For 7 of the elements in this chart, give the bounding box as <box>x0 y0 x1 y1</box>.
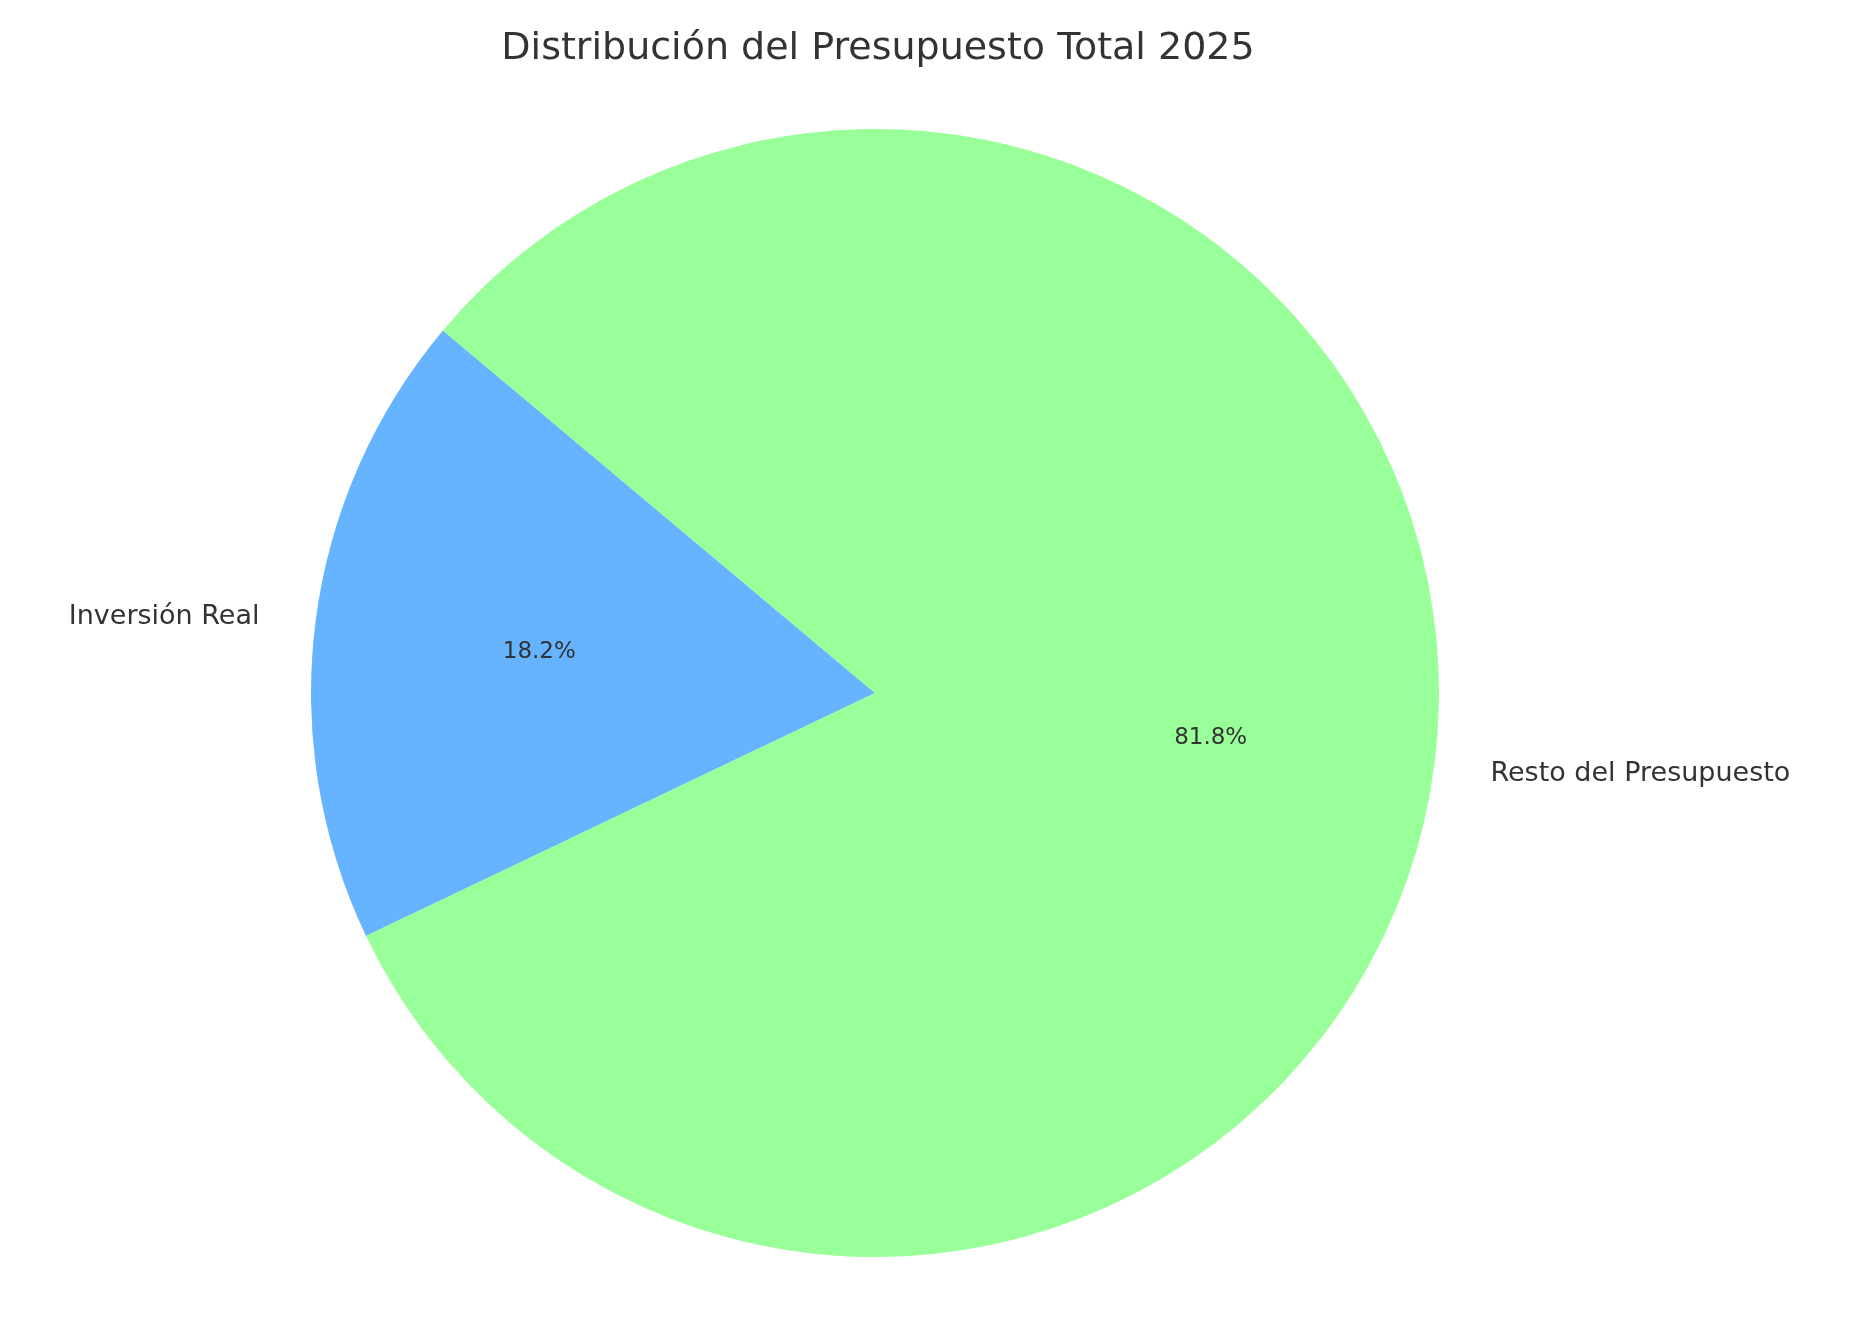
chart-title: Distribución del Presupuesto Total 2025 <box>500 24 1256 68</box>
data-label: 81.8% <box>1174 722 1248 749</box>
data-label: 18.2% <box>502 637 576 664</box>
pie-slice <box>312 330 875 936</box>
pie-slice <box>366 129 1439 1257</box>
slice-label: Inversión Real <box>68 599 260 631</box>
slice-label: Resto del Presupuesto <box>1490 755 1791 787</box>
